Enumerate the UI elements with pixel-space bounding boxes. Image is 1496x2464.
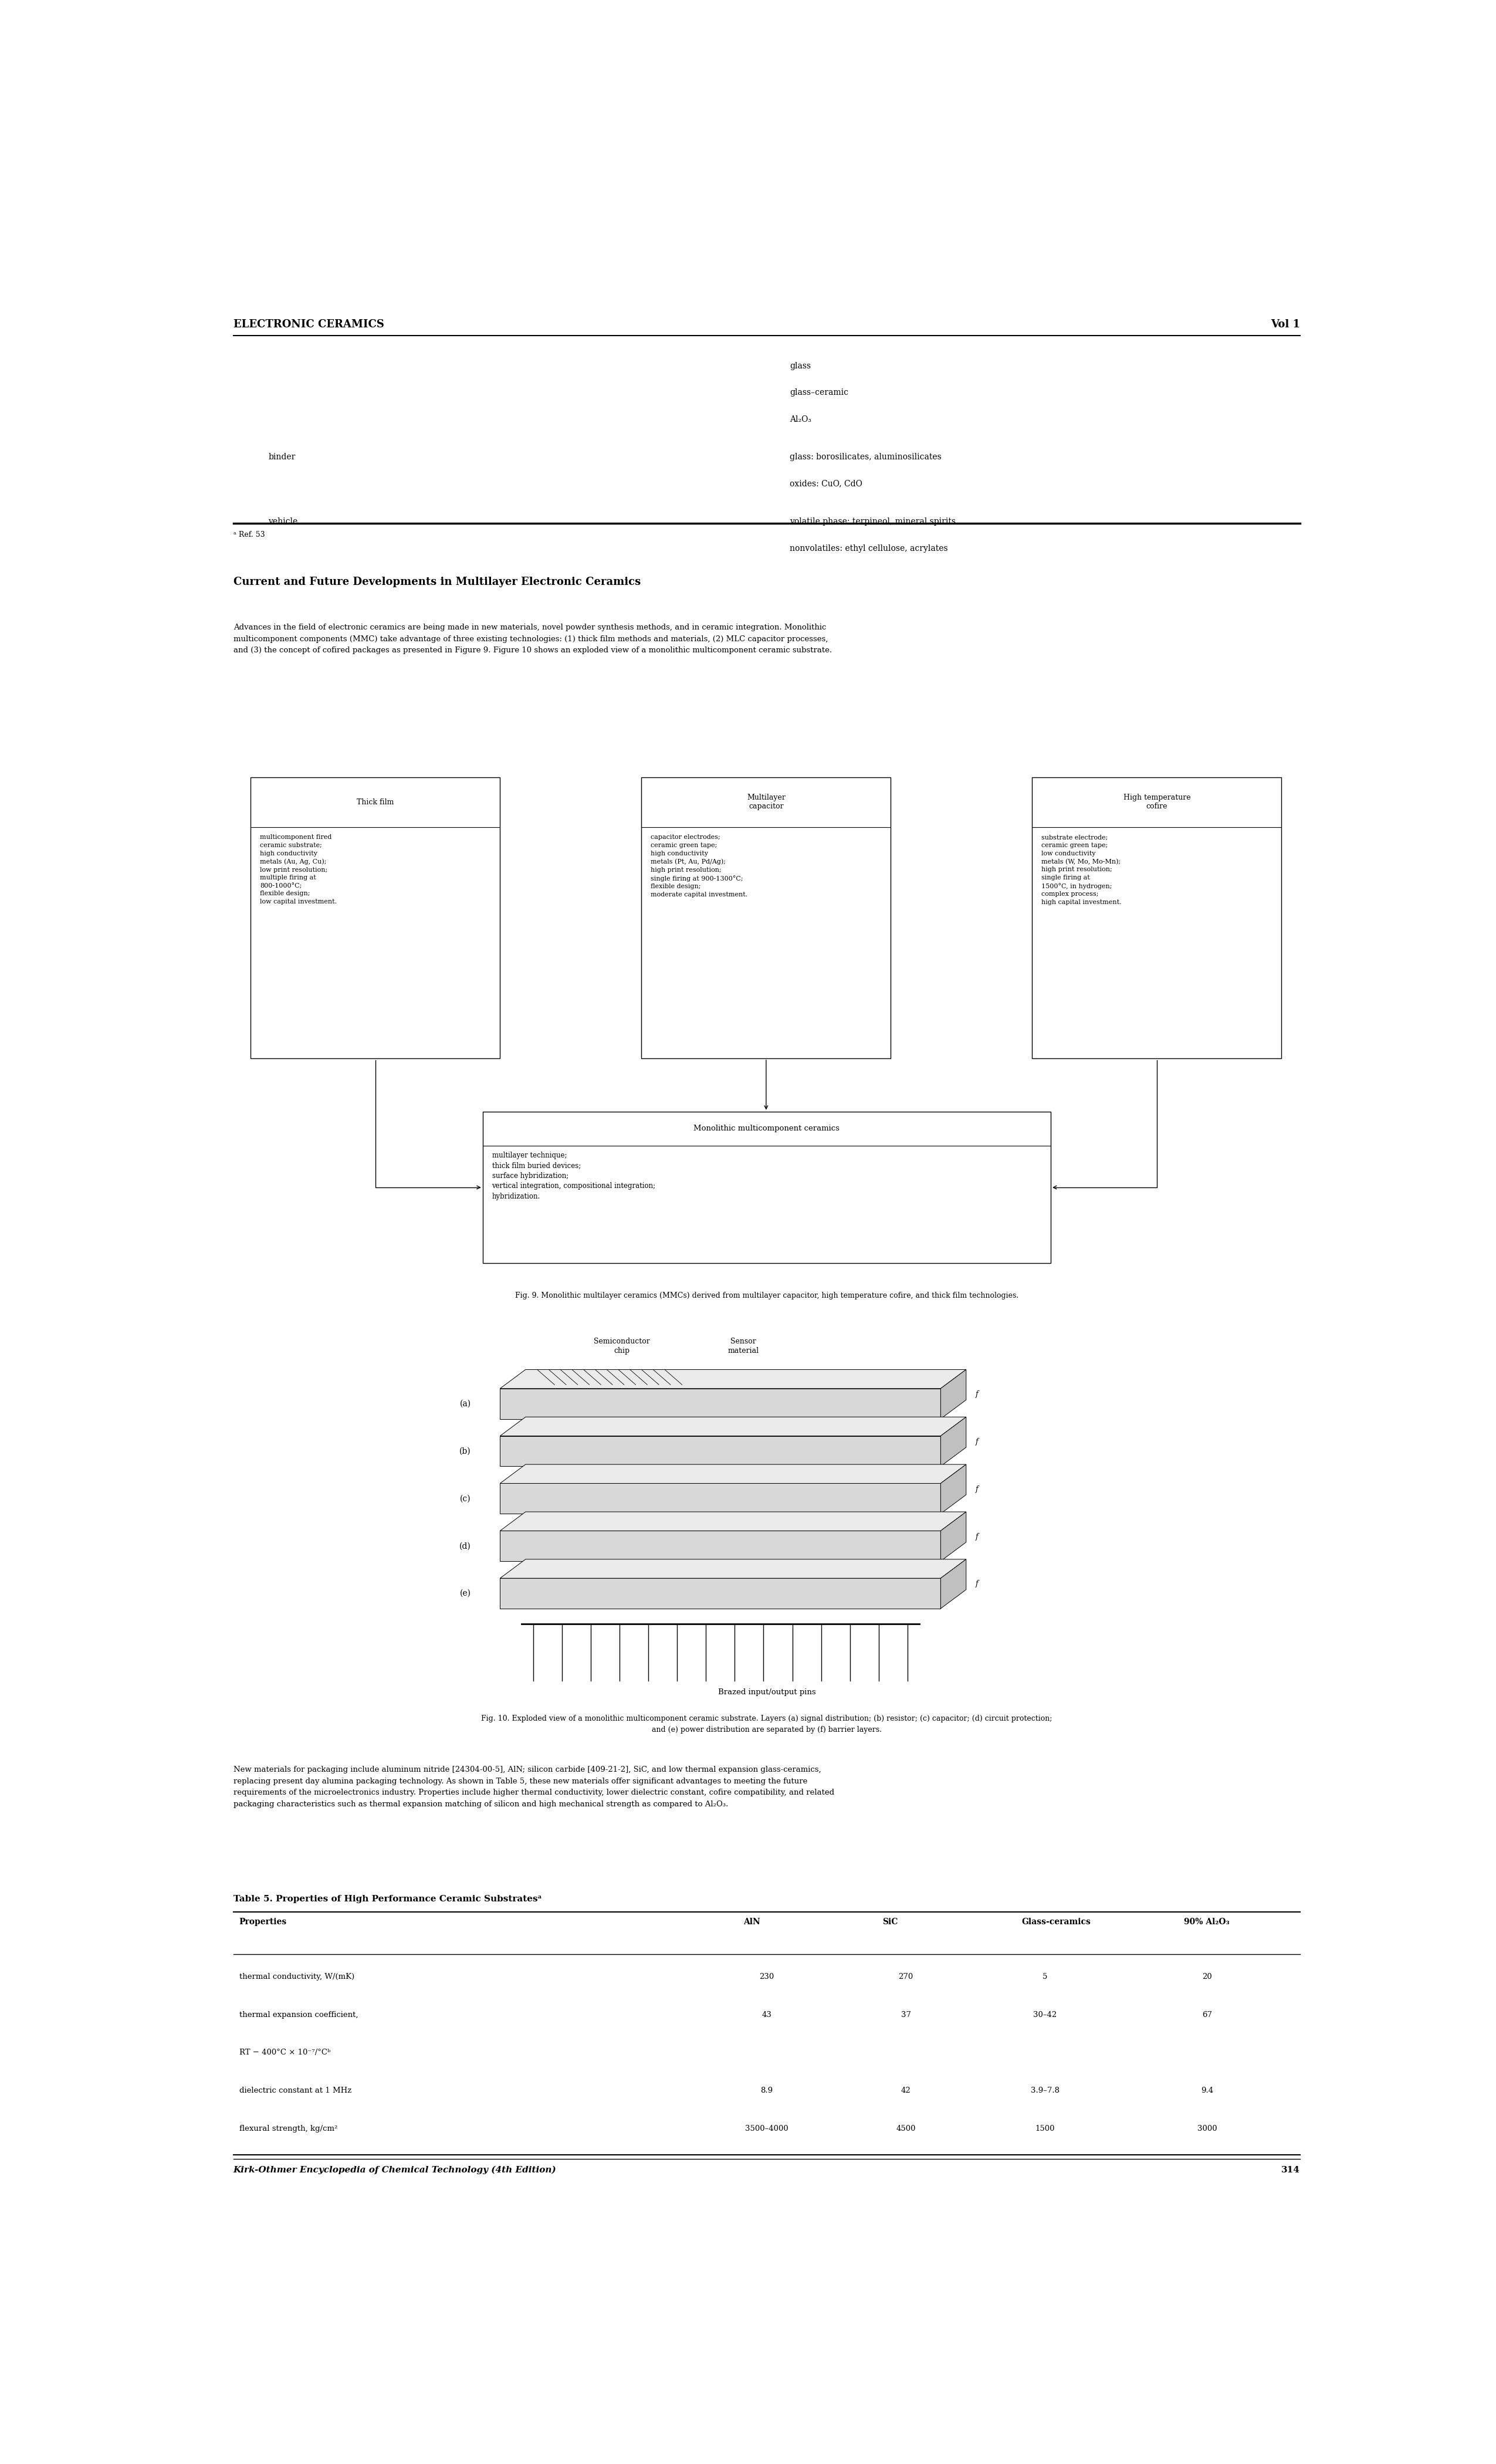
Text: 9.4: 9.4 [1201, 2087, 1213, 2094]
Text: Properties: Properties [239, 1917, 287, 1927]
Text: Fig. 10. Exploded view of a monolithic multicomponent ceramic substrate. Layers : Fig. 10. Exploded view of a monolithic m… [482, 1715, 1052, 1735]
Polygon shape [500, 1530, 941, 1562]
Text: flexural strength, kg/cm²: flexural strength, kg/cm² [239, 2124, 338, 2131]
Text: Current and Future Developments in Multilayer Electronic Ceramics: Current and Future Developments in Multi… [233, 577, 640, 586]
Text: Table 5. Properties of High Performance Ceramic Substratesᵃ: Table 5. Properties of High Performance … [233, 1895, 542, 1902]
Text: 3.9–7.8: 3.9–7.8 [1031, 2087, 1059, 2094]
Text: glass: glass [790, 362, 811, 370]
Text: 8.9: 8.9 [760, 2087, 773, 2094]
Text: AlN: AlN [744, 1917, 760, 1927]
Text: 230: 230 [760, 1974, 773, 1981]
Polygon shape [500, 1560, 966, 1579]
Text: Multilayer
capacitor: Multilayer capacitor [747, 793, 785, 811]
Text: binder: binder [268, 453, 295, 461]
Text: 37: 37 [901, 2011, 911, 2018]
Text: nonvolatiles: ethyl cellulose, acrylates: nonvolatiles: ethyl cellulose, acrylates [790, 545, 948, 552]
Polygon shape [941, 1417, 966, 1466]
Text: capacitor electrodes;
ceramic green tape;
high conductivity
metals (Pt, Au, Pd/A: capacitor electrodes; ceramic green tape… [651, 835, 748, 897]
Text: High temperature
cofire: High temperature cofire [1123, 793, 1191, 811]
Text: dielectric constant at 1 MHz: dielectric constant at 1 MHz [239, 2087, 352, 2094]
Text: Advances in the field of electronic ceramics are being made in new materials, no: Advances in the field of electronic cera… [233, 623, 832, 655]
Text: SiC: SiC [883, 1917, 898, 1927]
Polygon shape [941, 1560, 966, 1609]
Text: 20: 20 [1203, 1974, 1212, 1981]
Text: (b): (b) [459, 1446, 471, 1456]
Text: volatile phase: terpineol, mineral spirits: volatile phase: terpineol, mineral spiri… [790, 517, 956, 525]
Text: f: f [975, 1439, 978, 1446]
Polygon shape [500, 1483, 941, 1513]
Text: (d): (d) [459, 1542, 471, 1550]
Text: 270: 270 [899, 1974, 913, 1981]
Text: 30–42: 30–42 [1034, 2011, 1056, 2018]
Text: (e): (e) [459, 1589, 471, 1597]
Text: oxides: CuO, CdO: oxides: CuO, CdO [790, 480, 863, 488]
Text: 43: 43 [761, 2011, 772, 2018]
Polygon shape [941, 1370, 966, 1419]
Text: f: f [975, 1486, 978, 1493]
Text: 90% Al₂O₃: 90% Al₂O₃ [1185, 1917, 1230, 1927]
Text: thermal expansion coefficient,: thermal expansion coefficient, [239, 2011, 358, 2018]
Text: Vol 1: Vol 1 [1270, 320, 1300, 330]
Text: (a): (a) [459, 1400, 471, 1407]
Text: 1500: 1500 [1035, 2124, 1055, 2131]
Text: multicomponent fired
ceramic substrate;
high conductivity
metals (Au, Ag, Cu);
l: multicomponent fired ceramic substrate; … [260, 835, 337, 904]
Polygon shape [500, 1579, 941, 1609]
Text: f: f [975, 1533, 978, 1540]
Text: 42: 42 [901, 2087, 911, 2094]
Text: ᵃ Ref. 53: ᵃ Ref. 53 [233, 530, 265, 540]
Text: glass–ceramic: glass–ceramic [790, 389, 848, 397]
Polygon shape [500, 1417, 966, 1437]
Text: 5: 5 [1043, 1974, 1047, 1981]
Text: Monolithic multicomponent ceramics: Monolithic multicomponent ceramics [694, 1124, 839, 1133]
Text: RT − 400°C × 10⁻⁷/°Cᵇ: RT − 400°C × 10⁻⁷/°Cᵇ [239, 2048, 331, 2057]
Text: (c): (c) [461, 1496, 471, 1503]
FancyBboxPatch shape [483, 1111, 1050, 1264]
Text: Fig. 9. Monolithic multilayer ceramics (MMCs) derived from multilayer capacitor,: Fig. 9. Monolithic multilayer ceramics (… [515, 1291, 1019, 1299]
Text: Semiconductor
chip: Semiconductor chip [594, 1338, 649, 1355]
Polygon shape [500, 1390, 941, 1419]
Text: substrate electrode;
ceramic green tape;
low conductivity
metals (W, Mo, Mo-Mn);: substrate electrode; ceramic green tape;… [1041, 835, 1122, 904]
Text: vehicle: vehicle [268, 517, 298, 525]
Text: Thick film: Thick film [358, 798, 393, 806]
FancyBboxPatch shape [251, 779, 500, 1060]
Text: 314: 314 [1281, 2166, 1300, 2173]
Polygon shape [500, 1370, 966, 1390]
Polygon shape [500, 1513, 966, 1530]
Polygon shape [500, 1437, 941, 1466]
Text: New materials for packaging include aluminum nitride [24304-00-5], AlN; silicon : New materials for packaging include alum… [233, 1767, 835, 1809]
Text: 67: 67 [1203, 2011, 1212, 2018]
Text: Sensor
material: Sensor material [729, 1338, 758, 1355]
Polygon shape [941, 1513, 966, 1562]
Text: Brazed input/output pins: Brazed input/output pins [718, 1688, 815, 1695]
Text: Glass-ceramics: Glass-ceramics [1022, 1917, 1091, 1927]
FancyBboxPatch shape [642, 779, 890, 1060]
Text: thermal conductivity, W/(mK): thermal conductivity, W/(mK) [239, 1974, 355, 1981]
Text: 4500: 4500 [896, 2124, 916, 2131]
Text: f: f [975, 1579, 978, 1587]
Text: 3000: 3000 [1197, 2124, 1218, 2131]
Text: ELECTRONIC CERAMICS: ELECTRONIC CERAMICS [233, 320, 384, 330]
Text: Kirk-Othmer Encyclopedia of Chemical Technology (4th Edition): Kirk-Othmer Encyclopedia of Chemical Tec… [233, 2166, 557, 2173]
Text: multilayer technique;
thick film buried devices;
surface hybridization;
vertical: multilayer technique; thick film buried … [492, 1151, 655, 1200]
Text: 3500–4000: 3500–4000 [745, 2124, 788, 2131]
Text: glass: borosilicates, aluminosilicates: glass: borosilicates, aluminosilicates [790, 453, 941, 461]
Text: Al₂O₃: Al₂O₃ [790, 416, 811, 424]
Text: f: f [975, 1390, 978, 1397]
FancyBboxPatch shape [1032, 779, 1282, 1060]
Polygon shape [941, 1464, 966, 1513]
Polygon shape [500, 1464, 966, 1483]
